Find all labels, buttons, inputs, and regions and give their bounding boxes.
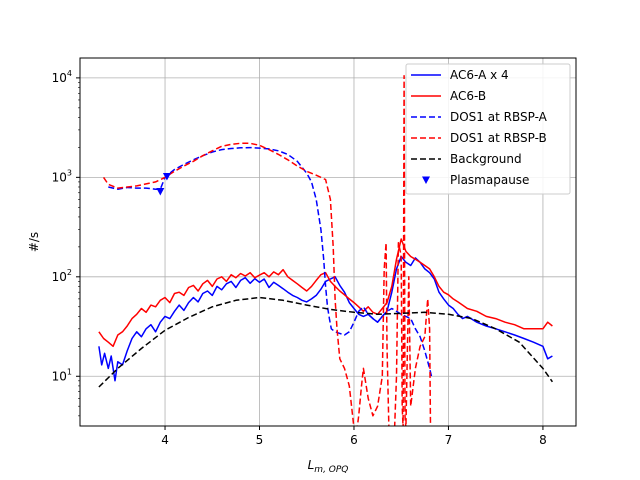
series-line-2 — [98, 238, 553, 348]
legend-label: Plasmapause — [450, 173, 529, 187]
x-axis: 4 5 6 7 8 — [161, 426, 547, 447]
series-line-5 — [98, 296, 554, 388]
x-tick-label: 5 — [256, 433, 264, 447]
plot-frame — [79, 57, 577, 427]
marker-layer — [156, 172, 171, 196]
legend-marker — [422, 176, 430, 184]
y-tick-label: 104 — [52, 69, 72, 85]
y-axis-label: #/s — [27, 232, 41, 252]
legend-box — [405, 63, 571, 195]
series-layer — [98, 75, 554, 426]
x-tick-label: 4 — [161, 433, 169, 447]
legend-label: Background — [450, 152, 522, 166]
x-axis-label: Lm, OPQ — [308, 458, 349, 475]
legend-label: DOS1 at RBSP-B — [450, 131, 547, 145]
legend-label: AC6-A x 4 — [450, 68, 509, 82]
y-tick-label: 101 — [52, 367, 72, 383]
series-line-3 — [108, 146, 433, 377]
series-line-1 — [98, 255, 553, 382]
x-tick-label: 7 — [445, 433, 453, 447]
x-tick-label: 8 — [539, 433, 547, 447]
legend-label: DOS1 at RBSP-A — [450, 110, 548, 124]
legend-label: AC6-B — [450, 89, 486, 103]
x-tick-label: 6 — [350, 433, 358, 447]
y-tick-label: 102 — [52, 268, 72, 284]
y-tick-label: 103 — [52, 168, 72, 184]
plasmapause-marker — [162, 172, 171, 181]
y-axis: 101 102 103 104 — [52, 69, 80, 417]
legend: AC6-A x 4 AC6-B DOS1 at RBSP-A DOS1 at RBSP… — [405, 63, 571, 195]
x-axis-label-subscript: m, OPQ — [314, 465, 348, 475]
plasmapause-marker — [156, 188, 165, 196]
